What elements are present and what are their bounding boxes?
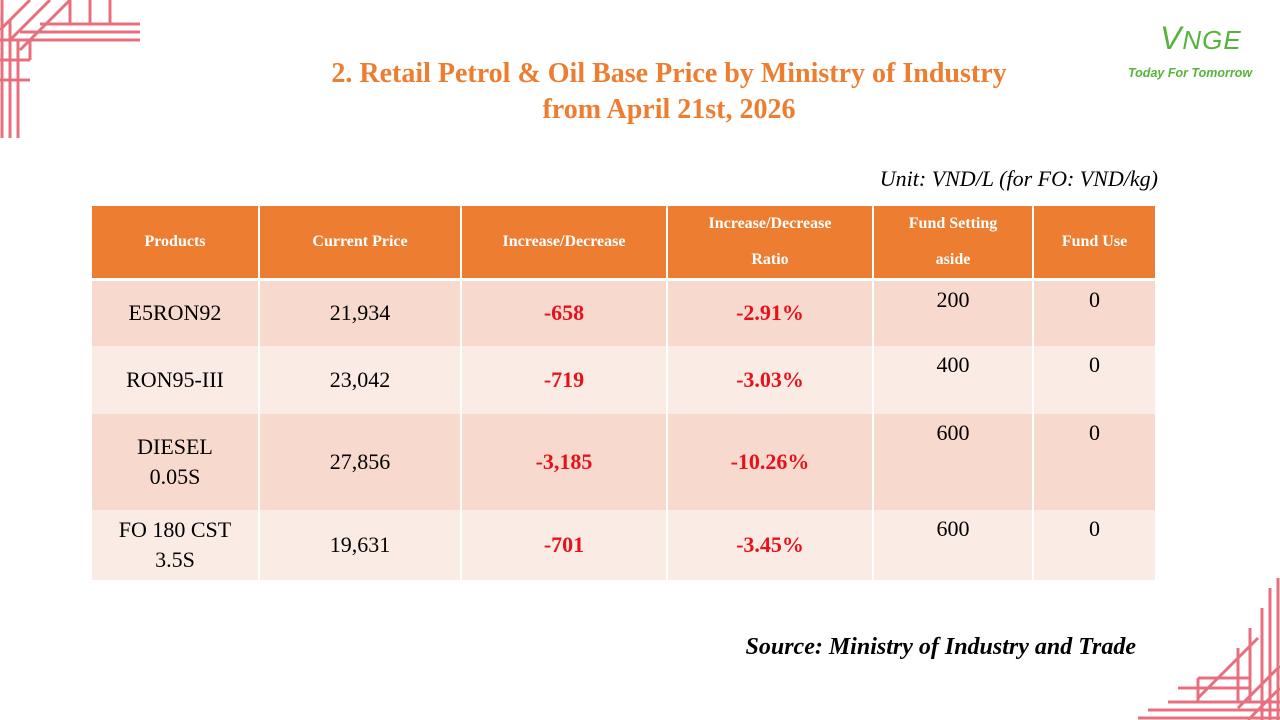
cell-ratio: -2.91% [666,279,874,346]
header-change: Increase/Decrease [460,206,668,281]
cell-product: DIESEL 0.05S [90,413,260,510]
logo-tagline: Today For Tomorrow [1128,66,1253,80]
cell-price: 21,934 [258,279,462,346]
cell-price: 27,856 [258,413,462,510]
source-note: Source: Ministry of Industry and Trade [745,634,1137,660]
header-current-price: Current Price [258,206,462,281]
cell-product: FO 180 CST 3.5S [90,509,260,580]
unit-note: Unit: VND/L (for FO: VND/kg) [879,166,1158,191]
cell-fund-setting: 600 [872,509,1034,580]
table-row: E5RON92 21,934 -658 -2.91% 200 0 [90,279,1157,346]
cell-change: -3,185 [460,413,668,510]
table-row: DIESEL 0.05S 27,856 -3,185 -10.26% 600 0 [90,413,1157,510]
cell-ratio: -10.26% [666,413,874,510]
corner-decoration-top-left [0,0,140,138]
cell-ratio: -3.45% [666,509,874,580]
corner-decoration-bottom-right [1138,578,1280,720]
header-fund-use: Fund Use [1032,206,1157,281]
cell-product: E5RON92 [90,279,260,346]
price-table: Products Current Price Increase/Decrease… [90,206,1157,580]
title-line-2: from April 21st, 2026 [542,94,796,125]
cell-fund-setting: 400 [872,345,1034,414]
vnge-logo: VNGE Today For Tomorrow [1124,20,1264,86]
cell-fund-use: 0 [1032,279,1157,346]
cell-change: -719 [460,345,668,414]
cell-change: -658 [460,279,668,346]
cell-product: RON95-III [90,345,260,414]
cell-change: -701 [460,509,668,580]
cell-fund-setting: 200 [872,279,1034,346]
header-ratio: Increase/Decrease Ratio [666,206,874,281]
header-fund-setting: Fund Setting aside [872,206,1034,281]
table-row: FO 180 CST 3.5S 19,631 -701 -3.45% 600 0 [90,509,1157,580]
table-header-row: Products Current Price Increase/Decrease… [90,206,1157,281]
cell-fund-use: 0 [1032,509,1157,580]
cell-fund-use: 0 [1032,413,1157,510]
cell-ratio: -3.03% [666,345,874,414]
table-row: RON95-III 23,042 -719 -3.03% 400 0 [90,345,1157,414]
cell-price: 23,042 [258,345,462,414]
title-line-1: 2. Retail Petrol & Oil Base Price by Min… [331,58,1007,89]
cell-fund-use: 0 [1032,345,1157,414]
logo-mark: VNGE [1160,20,1242,56]
cell-fund-setting: 600 [872,413,1034,510]
page-title: 2. Retail Petrol & Oil Base Price by Min… [140,56,1198,128]
cell-price: 19,631 [258,509,462,580]
header-products: Products [90,206,260,281]
